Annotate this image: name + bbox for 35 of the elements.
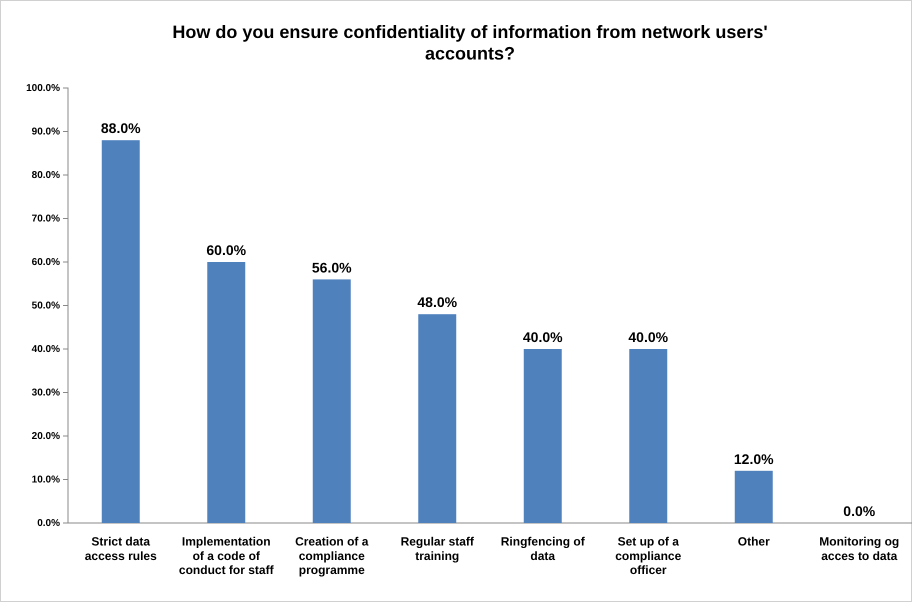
data-label: 60.0%: [206, 242, 247, 258]
x-tick-label: Regular staff training: [400, 534, 475, 563]
y-tick-label: 50.0%: [32, 300, 60, 312]
chart-title: How do you ensure confidentiality of information from network users' accounts?: [172, 22, 768, 64]
bar: [102, 140, 140, 523]
bar: [207, 262, 246, 523]
x-tick-label: Creation of a compliance programme: [295, 534, 369, 578]
bar: [734, 470, 773, 523]
x-tick-label: Monitoring og acces to data: [819, 534, 900, 563]
data-label: 40.0%: [522, 329, 564, 345]
x-tick-label: Implementation of a code of conduct for staff: [178, 534, 275, 578]
x-tick-label: Ringfencing of data: [500, 534, 586, 563]
data-label: 88.0%: [100, 120, 142, 136]
y-tick-label: 60.0%: [32, 257, 60, 268]
x-tick-label: Set up of a compliance officer: [615, 534, 682, 578]
y-tick-label: 80.0%: [32, 170, 60, 182]
y-tick-label: 0.0%: [37, 518, 60, 530]
y-tick-label: 10.0%: [32, 474, 60, 486]
data-label: 0.0%: [843, 503, 876, 519]
y-tick-label: 20.0%: [32, 431, 60, 442]
x-tick-label: Strict data access rules: [84, 534, 158, 563]
bar: [418, 314, 456, 523]
x-tick-label: Other: [738, 534, 770, 548]
data-label: 56.0%: [312, 259, 352, 276]
data-label: 48.0%: [417, 294, 458, 310]
y-tick-label: 90.0%: [32, 126, 60, 138]
data-label: 12.0%: [734, 450, 774, 467]
y-tick-label: 100.0%: [26, 83, 60, 94]
y-tick-label: 40.0%: [32, 344, 60, 356]
bar: [524, 349, 562, 523]
bar: [629, 349, 668, 523]
y-tick-label: 70.0%: [32, 214, 60, 225]
data-label: 40.0%: [628, 329, 669, 345]
bar: [312, 279, 351, 523]
y-tick-label: 30.0%: [32, 388, 60, 399]
